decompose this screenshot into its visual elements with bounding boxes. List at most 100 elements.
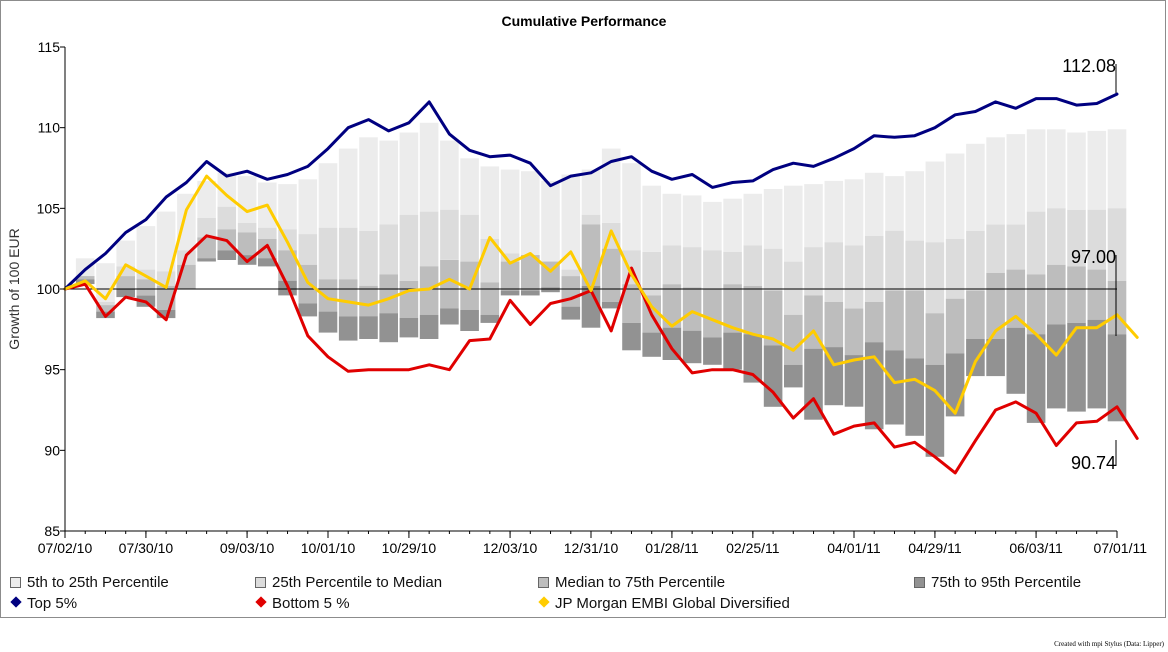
bar-25-50-week-13 xyxy=(318,227,338,280)
bar-25-50-week-52 xyxy=(1107,208,1127,281)
bar-75-95-week-38 xyxy=(824,347,844,406)
bar-75-95-week-51 xyxy=(1087,319,1107,409)
bar-50-75-week-50 xyxy=(1067,266,1086,323)
bar-25-50-week-49 xyxy=(1047,208,1066,265)
bar-75-95-week-18 xyxy=(419,314,439,339)
bar-50-75-week-40 xyxy=(864,301,884,343)
bar-5-25-week-50 xyxy=(1067,132,1086,210)
bar-5-25-week-40 xyxy=(864,172,884,236)
bar-75-95-week-52 xyxy=(1107,334,1127,422)
bar-75-95-week-23 xyxy=(521,290,540,296)
legend-label-benchmark: JP Morgan EMBI Global Diversified xyxy=(555,595,790,612)
bar-50-75-week-7 xyxy=(197,237,216,259)
bar-75-95-week-43 xyxy=(925,364,945,457)
bar-25-50-week-17 xyxy=(399,214,419,281)
series-lines xyxy=(63,92,1139,475)
bar-75-95-week-32 xyxy=(703,337,722,365)
bar-75-95-week-42 xyxy=(905,358,924,436)
bar-5-25-week-5 xyxy=(156,211,176,272)
bar-75-95-week-7 xyxy=(197,258,216,262)
legend-swatch-50-75 xyxy=(538,577,549,588)
bar-50-75-week-44 xyxy=(945,298,965,354)
bar-75-95-week-15 xyxy=(359,316,378,339)
bar-75-95-week-31 xyxy=(682,330,702,364)
x-tick-label-3: 10/01/10 xyxy=(301,540,356,556)
bar-25-50-week-34 xyxy=(743,245,763,286)
bar-5-25-week-47 xyxy=(1006,134,1026,225)
bar-50-75-week-51 xyxy=(1087,269,1107,320)
y-tick-label-110: 110 xyxy=(38,120,61,136)
bar-5-25-week-28 xyxy=(622,163,641,251)
bar-5-25-week-35 xyxy=(763,189,783,249)
bar-50-75-week-26 xyxy=(581,224,601,286)
credit-text: Created with mpi Stylus (Data: Lipper) xyxy=(1054,640,1164,648)
legend-item-25-50: 25th Percentile to Median xyxy=(255,574,442,591)
bar-25-50-week-46 xyxy=(986,224,1005,273)
axes: 85 90 95 100 105 110 115 07/02/10 07/30/10 09/03/… xyxy=(37,39,1148,556)
bar-75-95-week-12 xyxy=(298,303,318,317)
bar-75-95-week-48 xyxy=(1026,334,1046,423)
bar-5-25-week-41 xyxy=(885,176,904,231)
bar-5-25-week-12 xyxy=(298,179,318,235)
bar-75-95-week-21 xyxy=(480,314,500,323)
bar-50-75-week-31 xyxy=(682,287,702,331)
bar-25-50-week-51 xyxy=(1087,209,1107,270)
bar-25-50-week-14 xyxy=(338,227,358,280)
bar-5-25-week-38 xyxy=(824,180,844,243)
bar-25-50-week-3 xyxy=(116,266,135,277)
bar-25-50-week-15 xyxy=(359,230,378,286)
bar-5-25-week-49 xyxy=(1047,129,1066,209)
bar-25-50-week-16 xyxy=(379,224,398,275)
bar-25-50-week-25 xyxy=(561,269,581,277)
bar-5-25-week-11 xyxy=(278,184,297,230)
bar-50-75-week-25 xyxy=(561,276,581,307)
bar-5-25-week-33 xyxy=(723,198,742,252)
bar-5-25-week-25 xyxy=(561,174,581,270)
y-tick-label-115: 115 xyxy=(38,39,61,55)
bar-50-75-week-19 xyxy=(440,260,459,309)
bar-25-50-week-36 xyxy=(784,261,803,315)
bar-50-75-week-9 xyxy=(237,232,257,256)
bar-5-25-week-46 xyxy=(986,137,1005,225)
legend-swatch-25-50 xyxy=(255,577,266,588)
bar-50-75-week-32 xyxy=(703,289,722,338)
bar-5-25-week-30 xyxy=(662,193,682,246)
bar-50-75-week-4 xyxy=(136,279,156,296)
bar-5-25-week-29 xyxy=(642,185,661,252)
bar-25-50-week-50 xyxy=(1067,209,1086,267)
x-tick-label-6: 12/31/10 xyxy=(564,540,619,556)
bar-25-50-week-48 xyxy=(1026,211,1046,275)
bar-25-50-week-45 xyxy=(966,230,985,291)
legend-label-75-95: 75th to 95th Percentile xyxy=(931,574,1082,591)
bar-50-75-week-39 xyxy=(844,308,864,356)
x-tick-label-11: 06/03/11 xyxy=(1009,540,1063,556)
bar-50-75-week-15 xyxy=(359,285,378,317)
x-tick-label-7: 01/28/11 xyxy=(645,540,699,556)
x-tick-label-5: 12/03/10 xyxy=(483,540,538,556)
bar-50-75-week-43 xyxy=(925,313,945,365)
bar-5-25-week-16 xyxy=(379,140,398,225)
bar-75-95-week-26 xyxy=(581,285,601,328)
bar-5-25-week-14 xyxy=(338,148,358,228)
bar-75-95-week-47 xyxy=(1006,327,1026,394)
bar-50-75-week-34 xyxy=(743,285,763,335)
bar-5-25-week-42 xyxy=(905,171,924,241)
y-tick-label-95: 95 xyxy=(44,362,60,378)
bar-75-95-week-29 xyxy=(642,332,661,357)
bar-75-95-week-33 xyxy=(723,332,742,370)
bar-5-25-week-7 xyxy=(197,180,216,218)
bar-50-75-week-22 xyxy=(500,261,520,291)
bar-25-50-week-2 xyxy=(96,301,115,306)
bar-75-95-week-22 xyxy=(500,290,520,296)
bar-25-50-week-22 xyxy=(500,253,520,262)
bar-50-75-week-47 xyxy=(1006,269,1026,328)
legend-item-50-75: Median to 75th Percentile xyxy=(538,574,725,591)
bar-25-50-week-41 xyxy=(885,230,904,291)
bar-25-50-week-33 xyxy=(723,251,742,285)
bar-5-25-week-6 xyxy=(177,193,196,251)
bar-5-25-week-20 xyxy=(460,158,479,215)
bar-5-25-week-37 xyxy=(804,184,823,247)
bar-50-75-week-30 xyxy=(662,284,682,328)
legend-label-top5: Top 5% xyxy=(27,595,78,612)
percentile-bars xyxy=(75,122,1127,457)
